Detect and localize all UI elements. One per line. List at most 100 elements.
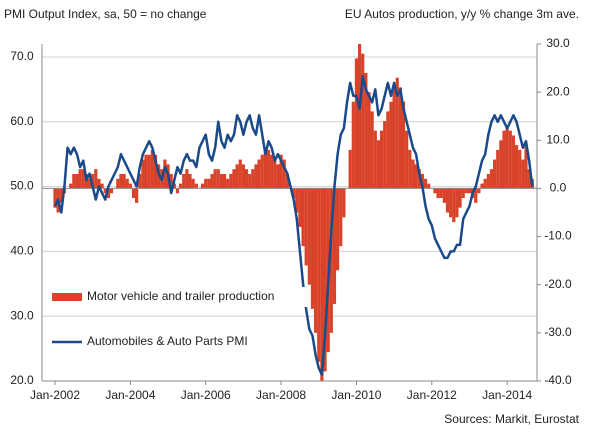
y-tick-label: 30.0 (10, 308, 34, 322)
bar (436, 188, 440, 199)
bar (361, 53, 365, 189)
bar (401, 101, 406, 189)
bar (172, 183, 176, 189)
bar (263, 149, 267, 189)
bar (452, 188, 456, 223)
bar (141, 159, 145, 189)
y2-tick-label: -10.0 (544, 229, 572, 243)
bar (273, 159, 277, 189)
bar (511, 135, 516, 189)
bar (527, 169, 531, 189)
bar (91, 173, 95, 189)
x-tick-label: Jan-2014 (482, 388, 532, 402)
bar (125, 178, 129, 189)
bar (75, 173, 79, 189)
bar (439, 188, 443, 199)
bar (449, 188, 453, 218)
bar (257, 159, 261, 189)
bar (135, 188, 139, 203)
bar (348, 149, 352, 189)
bar (336, 188, 340, 271)
x-tick-label: Jan-2012 (407, 388, 457, 402)
bar (483, 178, 487, 189)
y2-tick-label: 0.0 (550, 181, 567, 195)
bar (442, 188, 446, 203)
bar (354, 58, 359, 189)
bar (235, 164, 239, 189)
bar (116, 178, 120, 189)
y2-tick-label: 10.0 (546, 132, 570, 146)
y-axis-title: PMI Output Index, sa, 50 = no change (4, 7, 207, 21)
bar (216, 169, 220, 189)
legend-background (48, 332, 308, 352)
x-tick-label: Jan-2010 (331, 388, 381, 402)
bar (486, 173, 490, 189)
bar (119, 173, 123, 189)
bar (251, 169, 255, 189)
bar (260, 154, 264, 189)
y2-tick-label: 30.0 (546, 36, 570, 50)
legend: Motor vehicle and trailer production Auto… (48, 287, 308, 352)
bar (433, 188, 437, 194)
bar (420, 173, 424, 189)
bar (81, 169, 85, 189)
bar (179, 183, 183, 189)
bar (342, 188, 346, 218)
bar (332, 188, 337, 304)
bar (480, 183, 484, 189)
lines (53, 75, 534, 376)
legend-label: Motor vehicle and trailer production (87, 289, 274, 303)
bar (182, 173, 186, 189)
legend-label: Automobiles & Auto Parts PMI (87, 334, 248, 348)
legend-swatch (52, 293, 82, 301)
bar (477, 188, 481, 194)
bar (144, 154, 148, 189)
bar (379, 130, 384, 189)
bar (72, 173, 76, 189)
bar (489, 169, 494, 189)
bar (69, 183, 73, 189)
axes: 20.0 30.0 40.0 50.0 60.0 70.0 -40.0 -30.0 -20.0 -… (10, 36, 572, 402)
bar (505, 125, 509, 189)
bar (298, 188, 302, 227)
bar (323, 188, 327, 372)
bar (389, 101, 393, 189)
bar (106, 188, 110, 199)
bar (59, 188, 63, 203)
bar (304, 188, 308, 266)
bar (131, 188, 136, 199)
bar (408, 149, 412, 189)
bar (310, 188, 315, 309)
bar (493, 159, 497, 189)
bar (213, 169, 217, 189)
bar (87, 178, 92, 189)
bar (153, 154, 158, 189)
y2-tick-label: -40.0 (544, 373, 572, 387)
y2-tick-label: 20.0 (546, 84, 570, 98)
x-tick-label: Jan-2006 (181, 388, 231, 402)
bar (200, 183, 205, 189)
bar (398, 87, 402, 189)
bar (351, 101, 355, 189)
y-tick-label: 40.0 (10, 244, 34, 258)
bar (307, 188, 311, 285)
bar (254, 164, 258, 189)
bar (423, 178, 428, 189)
bar (147, 154, 151, 189)
bars (42, 44, 537, 381)
bar (204, 178, 208, 189)
bar (285, 173, 289, 189)
bar (392, 87, 396, 189)
bar (238, 159, 242, 189)
bar (210, 173, 214, 189)
bar (467, 188, 472, 194)
bar (518, 149, 522, 189)
bar (521, 159, 525, 189)
bar (386, 111, 390, 189)
bar (175, 188, 180, 194)
bar (376, 140, 381, 189)
bar (270, 154, 274, 189)
bar (367, 92, 371, 189)
bar (100, 183, 104, 189)
